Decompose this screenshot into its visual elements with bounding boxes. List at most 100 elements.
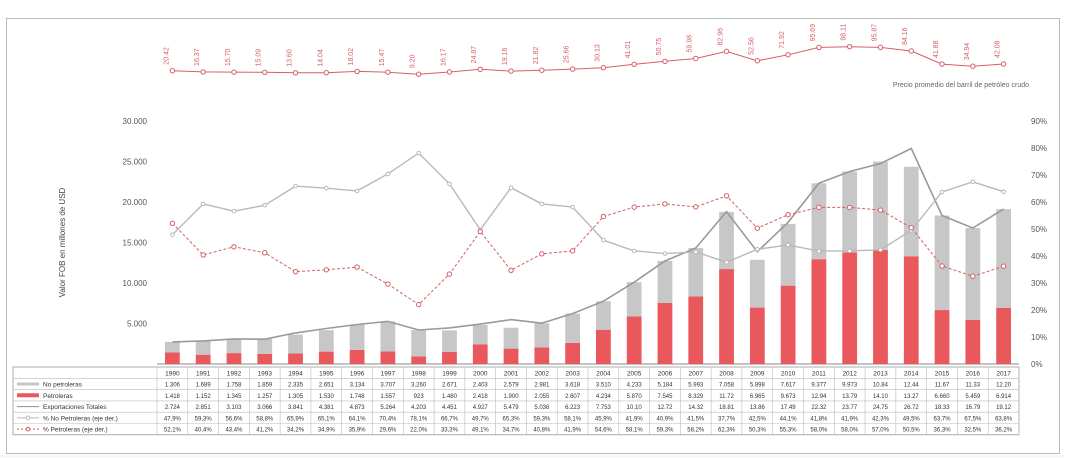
table-cell: 66,7% [441,416,459,422]
point-oil-price [477,66,483,73]
table-cell: 4.233 [627,382,643,388]
table-cell: 67,5% [964,416,982,422]
table-cell: 4.234 [596,394,612,400]
x-tick-label: 2007 [689,370,704,377]
table-cell: 50,3% [749,428,767,434]
x-tick-label: 1994 [288,370,303,377]
legend-label: % No Petroleras (eje der.) [43,415,118,422]
table-cell: 2.418 [473,394,489,400]
point-oil-price [846,43,853,50]
bar-petroleras [749,307,765,364]
point-pct-no-petroleras [262,202,268,208]
bar-petroleras [565,342,580,364]
table-cell: 10.84 [873,382,889,388]
table-cell: 34,2% [287,428,305,434]
point-pct-petroleras [354,264,360,270]
x-tick-label: 2002 [535,370,550,377]
y2-tick-label: 80% [1031,144,1047,153]
table-cell: 2.724 [165,405,181,411]
point-pct-petroleras [846,204,853,211]
x-tick-label: 2000 [473,370,488,377]
point-pct-no-petroleras [847,248,852,254]
table-cell: 11.67 [935,382,950,388]
oil-price-label: 95.69 [810,24,817,42]
point-pct-petroleras [169,220,176,227]
point-pct-no-petroleras [293,183,298,189]
x-tick-label: 1998 [411,370,426,377]
table-cell: 923 [414,394,425,400]
table-cell: 62,3% [718,428,736,434]
table-cell: 2.335 [288,382,304,388]
table-cell: 33,3% [441,428,459,434]
point-pct-no-petroleras [878,247,883,253]
oil-price-label: 15.70 [225,49,232,67]
table-cell: 2.055 [534,394,550,400]
oil-price-label: 34.94 [964,43,971,61]
point-oil-price [231,69,237,75]
table-cell: 22,0% [410,428,428,434]
table-cell: 3.066 [257,405,273,411]
point-pct-petroleras [1000,263,1007,269]
oil-price-label: 21.82 [533,47,540,65]
point-pct-no-petroleras [1001,189,1006,195]
bar-petroleras [596,329,611,364]
point-oil-price [939,61,945,67]
point-pct-petroleras [200,252,206,258]
table-cell: 1.748 [350,394,366,400]
oil-price-label: 25.66 [564,45,571,63]
point-pct-petroleras [754,225,761,231]
table-cell: 5.459 [965,394,981,400]
point-oil-price [877,44,884,51]
bar-petroleras [657,302,673,364]
table-cell: 59,3% [656,428,674,434]
point-pct-petroleras [693,204,699,210]
point-pct-petroleras [446,271,453,277]
table-cell: 7.753 [596,405,612,411]
bar-no-petroleras [257,338,273,354]
table-cell: 18.33 [935,405,951,411]
table-cell: 13.86 [750,405,766,411]
y-tick-label: 10.000 [123,279,148,288]
line-pct-petroleras [172,195,1004,306]
table-cell: 58,1% [626,428,644,434]
table-cell: 4.203 [411,405,427,411]
y2-tick-label: 10% [1031,333,1047,342]
point-pct-petroleras [323,267,330,273]
legend-marker [25,415,31,421]
point-pct-petroleras [939,263,945,269]
y2-tick-label: 60% [1031,198,1047,207]
legend-label: No petroleras [43,381,83,388]
legend-label: % Petroleras (eje der.) [43,427,108,434]
table-cell: 1.530 [319,394,335,400]
point-oil-price [631,61,637,68]
table-cell: 13.27 [904,394,920,400]
table-cell: 58,0% [810,428,828,434]
table-cell: 2.981 [534,382,550,388]
bar-petroleras [503,348,519,364]
table-cell: 4.927 [473,405,489,411]
table-cell: 50,5% [903,428,921,434]
chart-frame: 30.000 25.000 20.000 15.000 10.000 5.000 Valor… [6,18,1060,454]
point-pct-no-petroleras [816,248,822,254]
x-tick-label: 1991 [196,370,211,377]
table-cell: 3.510 [596,382,612,388]
table-cell: 49,1% [472,428,490,434]
x-tick-label: 2017 [996,370,1011,377]
table-cell: 7.058 [719,382,735,388]
point-oil-price [569,66,576,72]
bar-no-petroleras [165,341,180,353]
table-cell: 32,5% [964,428,982,434]
bar-petroleras [811,259,827,364]
bar-no-petroleras [873,161,888,250]
table-cell: 42,3% [872,416,890,422]
table-cell: 2.403 [473,382,489,388]
table-cell: 44,1% [780,416,798,422]
table-cell: 58,0% [841,428,859,434]
point-pct-petroleras [477,228,483,235]
bar-no-petroleras [780,223,796,286]
bar-petroleras [965,319,981,364]
table-cell: 65,9% [287,416,305,422]
bar-petroleras [380,351,396,364]
table-cell: 47,9% [164,416,182,422]
table-cell: 3.707 [380,382,396,388]
